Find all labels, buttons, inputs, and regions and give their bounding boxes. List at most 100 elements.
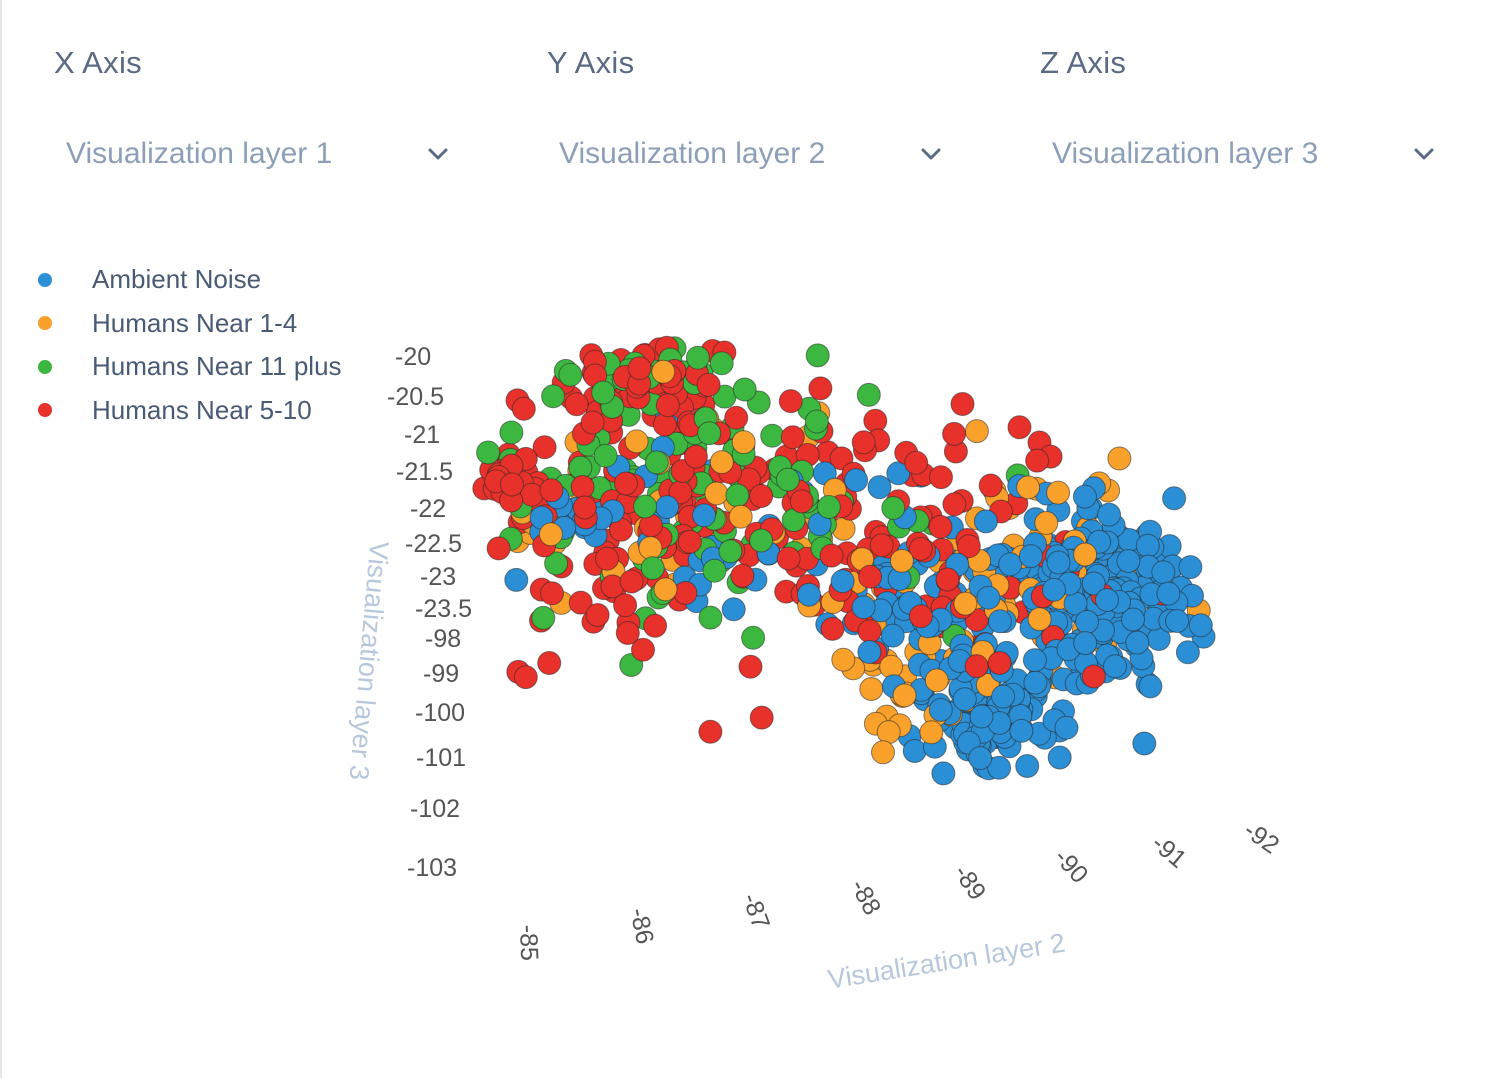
point-ambient-noise [1072, 484, 1097, 509]
point-humans-near-5-10 [643, 613, 668, 638]
point-humans-near-5-10 [1007, 415, 1032, 440]
point-humans-near-1-4 [1046, 480, 1071, 505]
point-humans-near-5-10 [780, 425, 805, 450]
point-ambient-noise [1073, 631, 1098, 656]
legend-item-humans-near-1-4[interactable]: Humans Near 1-4 [30, 302, 342, 346]
point-humans-near-5-10 [499, 472, 524, 497]
point-ambient-noise [1097, 502, 1121, 527]
point-ambient-noise [830, 569, 855, 594]
point-humans-near-1-4 [624, 429, 649, 454]
point-humans-near-11-plus [709, 351, 734, 376]
point-humans-near-5-10 [683, 444, 708, 469]
chevron-down-icon[interactable] [420, 136, 456, 172]
y-axis-selected-value: Visualization layer 2 [559, 137, 826, 170]
point-humans-near-5-10 [730, 563, 755, 588]
point-humans-near-11-plus [718, 539, 743, 564]
legend-label: Ambient Noise [92, 264, 262, 295]
point-humans-near-5-10 [738, 654, 763, 679]
legend-label: Humans Near 5-10 [92, 394, 312, 425]
point-humans-near-5-10 [851, 430, 876, 455]
point-humans-near-1-4 [731, 430, 756, 455]
z-tick-label: -103 [407, 854, 457, 882]
point-humans-near-5-10 [677, 529, 702, 554]
point-ambient-noise [1041, 577, 1066, 602]
point-ambient-noise [952, 687, 977, 712]
point-ambient-noise [991, 684, 1016, 709]
x-axis-control: X Axis Visualization layer 1 [54, 40, 494, 176]
point-humans-near-5-10 [1025, 448, 1050, 473]
point-ambient-noise [1135, 533, 1160, 558]
point-humans-near-5-10 [570, 475, 595, 499]
point-humans-near-11-plus [749, 528, 774, 553]
point-humans-near-1-4 [651, 359, 676, 384]
z-tick-label: -100 [415, 699, 465, 727]
point-humans-near-5-10 [698, 719, 723, 744]
point-humans-near-5-10 [942, 492, 967, 517]
point-humans-near-1-4 [1027, 607, 1052, 632]
point-ambient-noise [1095, 588, 1119, 612]
point-ambient-noise [1103, 654, 1127, 679]
point-humans-near-11-plus [725, 483, 750, 508]
legend-label: Humans Near 1-4 [92, 307, 298, 338]
legend-label: Humans Near 11 plus [92, 351, 342, 382]
point-humans-near-11-plus [644, 450, 669, 475]
point-ambient-noise [1046, 550, 1071, 575]
point-humans-near-11-plus [741, 625, 766, 650]
z-axis-dropdown[interactable]: Visualization layer 3 [1040, 132, 1442, 176]
point-humans-near-5-10 [619, 569, 644, 594]
circle-marker-icon [38, 403, 52, 418]
x-axis-title: X Axis [54, 45, 142, 80]
point-humans-near-5-10 [776, 546, 801, 571]
chevron-down-icon[interactable] [1406, 136, 1442, 172]
point-ambient-noise [851, 595, 876, 620]
y-tick-label: -20.5 [387, 383, 444, 411]
point-humans-near-11-plus [541, 384, 566, 409]
point-ambient-noise [1121, 607, 1145, 632]
point-humans-near-11-plus [881, 496, 906, 520]
point-ambient-noise [987, 755, 1012, 780]
point-ambient-noise [655, 495, 680, 520]
legend-item-humans-near-11-plus[interactable]: Humans Near 11 plus [30, 345, 342, 389]
point-ambient-noise [1178, 555, 1203, 580]
point-humans-near-5-10 [696, 372, 721, 397]
x-axis-dropdown[interactable]: Visualization layer 1 [54, 132, 456, 176]
point-humans-near-11-plus [698, 605, 723, 630]
point-humans-near-5-10 [863, 408, 888, 433]
point-humans-near-11-plus [856, 382, 881, 407]
point-humans-near-5-10 [929, 465, 953, 490]
point-humans-near-5-10 [869, 533, 894, 558]
point-ambient-noise [1009, 718, 1034, 743]
point-humans-near-1-4 [924, 668, 949, 693]
point-humans-near-11-plus [593, 443, 618, 468]
point-ambient-noise [931, 761, 956, 786]
point-ambient-noise [1156, 581, 1181, 606]
y-tick-label: -23 [420, 563, 456, 591]
legend-item-humans-near-5-10[interactable]: Humans Near 5-10 [30, 389, 342, 433]
point-humans-near-1-4 [709, 450, 734, 475]
point-humans-near-5-10 [978, 473, 1003, 498]
point-humans-near-5-10 [595, 546, 619, 571]
circle-marker-icon [38, 272, 52, 287]
legend-item-ambient-noise[interactable]: Ambient Noise [30, 258, 342, 302]
x-tick-label: -88 [845, 875, 887, 920]
point-humans-near-5-10 [540, 581, 564, 606]
point-ambient-noise [880, 623, 905, 648]
y-axis-dropdown[interactable]: Visualization layer 2 [547, 132, 949, 176]
point-ambient-noise [844, 468, 869, 493]
point-ambient-noise [928, 697, 953, 722]
point-humans-near-1-4 [889, 548, 914, 573]
y-tick-label: -20 [395, 343, 431, 371]
point-ambient-noise [1125, 630, 1150, 655]
chevron-down-icon[interactable] [913, 136, 949, 172]
point-humans-near-5-10 [987, 651, 1012, 675]
point-humans-near-5-10 [858, 564, 883, 589]
point-ambient-noise [1075, 609, 1099, 634]
point-humans-near-5-10 [572, 495, 597, 520]
point-humans-near-5-10 [585, 603, 610, 627]
point-humans-near-1-4 [953, 591, 978, 616]
point-ambient-noise [1018, 544, 1043, 569]
z-axis-control: Z Axis Visualization layer 3 [1040, 40, 1480, 176]
point-humans-near-5-10 [615, 621, 640, 645]
point-ambient-noise [973, 509, 998, 534]
